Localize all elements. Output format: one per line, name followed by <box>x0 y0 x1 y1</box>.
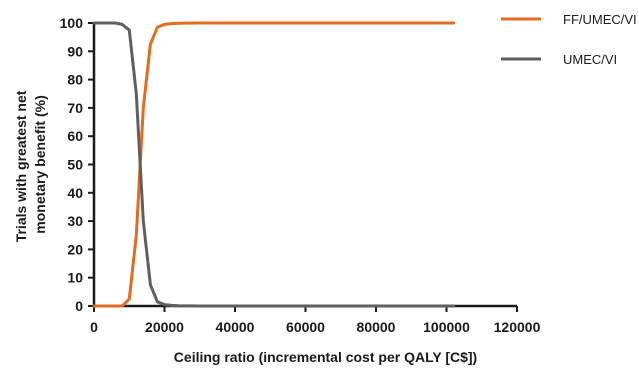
axes: 0 10 20 30 40 50 60 70 80 90 100 0 20000 40000 60000 80… <box>60 15 541 335</box>
legend-label-umec-vi: UMEC/VI <box>563 52 617 67</box>
y-tick-label: 20 <box>67 241 83 257</box>
y-tick-label: 100 <box>60 15 84 31</box>
y-tick-label: 50 <box>67 157 83 173</box>
y-tick-label: 10 <box>67 270 83 286</box>
series-line-ff-umec-vi <box>92 21 456 308</box>
legend-label-ff-umec-vi: FF/UMEC/VI <box>563 12 637 27</box>
x-tick-label: 0 <box>90 319 98 335</box>
legend: FF/UMEC/VI UMEC/VI <box>501 12 637 67</box>
x-tick-label: 40000 <box>216 319 255 335</box>
y-axis-title-line-2: monetary benefit (%) <box>32 95 48 233</box>
y-tick-label: 30 <box>67 213 83 229</box>
x-tick-label: 100000 <box>423 319 470 335</box>
x-tick-label: 20000 <box>145 319 184 335</box>
y-tick-label: 60 <box>67 128 83 144</box>
y-tick-label: 40 <box>67 185 83 201</box>
series-layer <box>92 21 456 308</box>
x-tick-label: 120000 <box>494 319 541 335</box>
series-line-umec-vi <box>92 21 456 308</box>
y-tick-label: 90 <box>67 43 83 59</box>
y-axis-title: Trials with greatest net monetary benefi… <box>13 87 48 243</box>
x-tick-label: 60000 <box>286 319 325 335</box>
x-tick-label: 80000 <box>357 319 396 335</box>
x-axis-title: Ceiling ratio (incremental cost per QALY… <box>174 349 477 365</box>
y-tick-label: 0 <box>75 298 83 314</box>
y-tick-label: 80 <box>67 72 83 88</box>
y-tick-label: 70 <box>67 100 83 116</box>
y-axis-title-line-1: Trials with greatest net <box>13 90 29 242</box>
